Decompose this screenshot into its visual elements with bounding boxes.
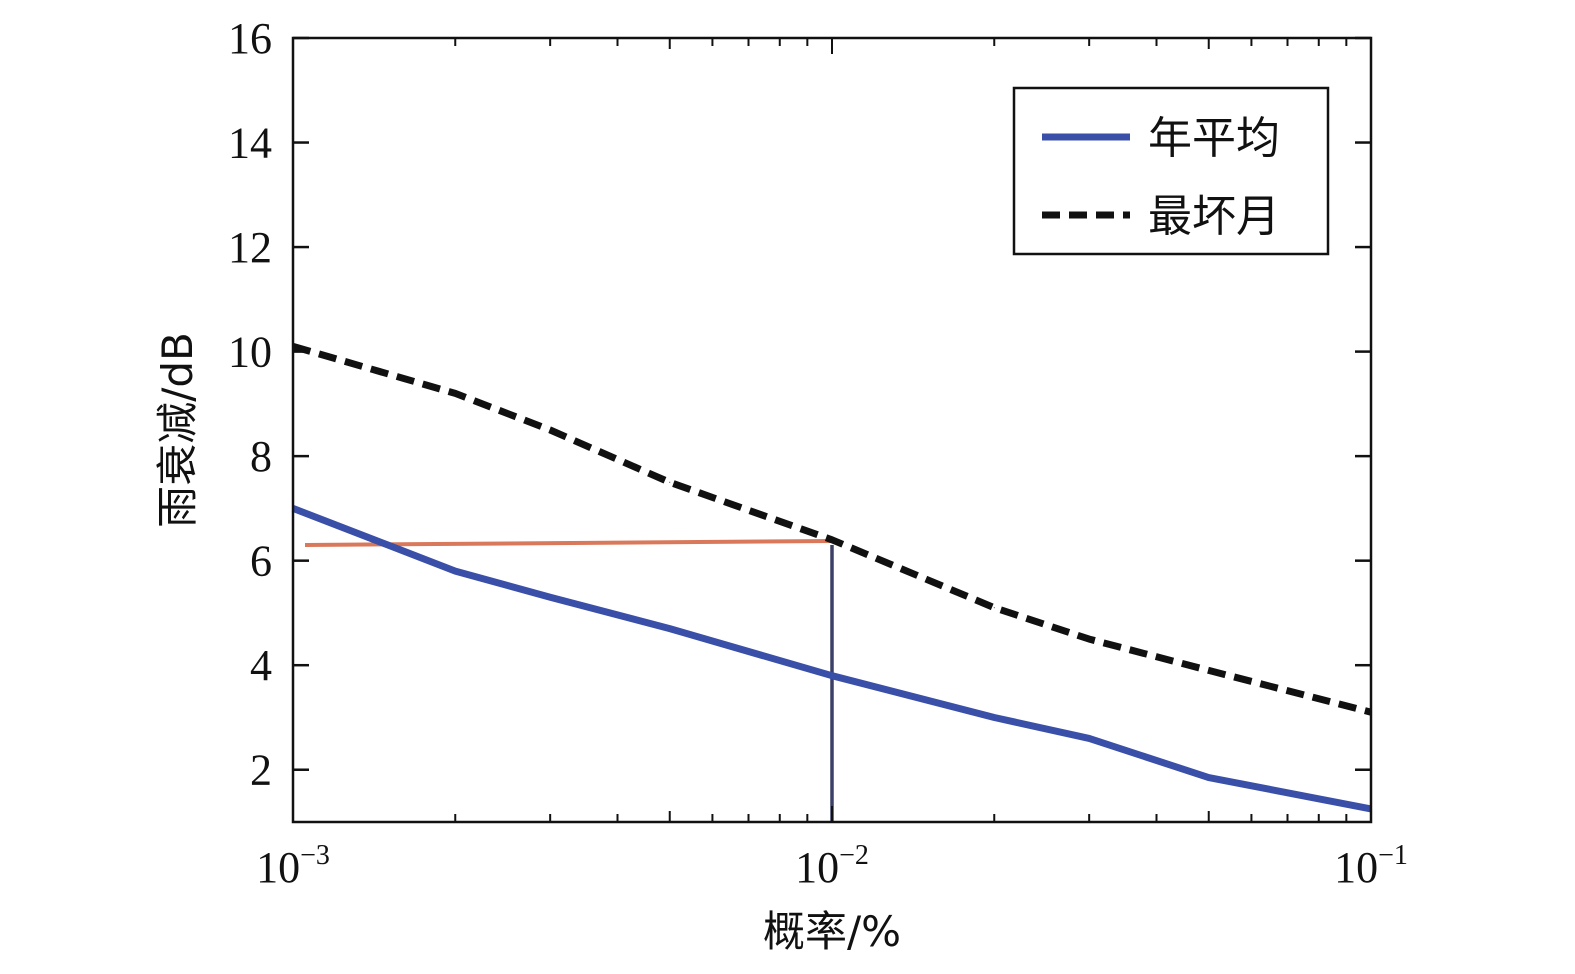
series-1-point xyxy=(669,481,671,483)
series-line-0 xyxy=(291,505,1372,813)
series-0-point xyxy=(454,570,456,572)
y-tick-labels: 2 4 6 8 10 12 14 16 xyxy=(228,14,272,795)
x-tick-exponent: −3 xyxy=(300,840,330,871)
series-0-point xyxy=(1088,737,1090,739)
series-0-point xyxy=(1208,777,1210,779)
y-tick-label: 2 xyxy=(250,746,272,795)
series-1-point xyxy=(993,607,995,609)
series-1-point xyxy=(831,539,833,541)
x-tick-base: 10 xyxy=(256,843,300,892)
annotation-group xyxy=(304,538,834,822)
x-axis-title: 概率/% xyxy=(763,907,901,956)
legend-label-annual: 年平均 xyxy=(1148,113,1280,164)
series-0-point xyxy=(669,628,671,630)
y-tick-label: 4 xyxy=(250,641,272,690)
x-tick-exponent: −1 xyxy=(1378,840,1408,871)
series-1-point xyxy=(454,392,456,394)
axis-ticks xyxy=(292,36,1371,822)
x-tick-base: 10 xyxy=(795,843,839,892)
y-tick-label: 12 xyxy=(228,223,272,272)
legend-label-worst-month: 最坏月 xyxy=(1148,191,1280,242)
y-tick-label: 16 xyxy=(228,14,272,63)
series-0-point xyxy=(993,716,995,718)
series-1-point xyxy=(1088,638,1090,640)
series-1-point xyxy=(549,429,551,431)
legend: 年平均 最坏月 xyxy=(1012,86,1330,256)
x-tick-base: 10 xyxy=(1334,843,1378,892)
x-tick-label: 10−3 xyxy=(256,840,330,892)
y-tick-label: 8 xyxy=(250,432,272,481)
x-tick-label: 10−2 xyxy=(795,840,869,892)
y-axis-title: 雨衰减/dB xyxy=(153,332,202,528)
x-tick-labels: 10−3 10−2 10−1 xyxy=(256,840,1408,892)
legend-box xyxy=(1012,86,1330,256)
x-tick-exponent: −2 xyxy=(839,840,869,871)
series-0-point xyxy=(549,596,551,598)
y-tick-label: 10 xyxy=(228,328,272,377)
series-0-point xyxy=(831,675,833,677)
y-tick-label: 6 xyxy=(250,537,272,586)
series-0-point xyxy=(387,544,389,546)
series-1-point xyxy=(1208,669,1210,671)
y-tick-label: 14 xyxy=(228,119,272,168)
x-tick-label: 10−1 xyxy=(1334,840,1408,892)
series-group xyxy=(291,343,1372,813)
